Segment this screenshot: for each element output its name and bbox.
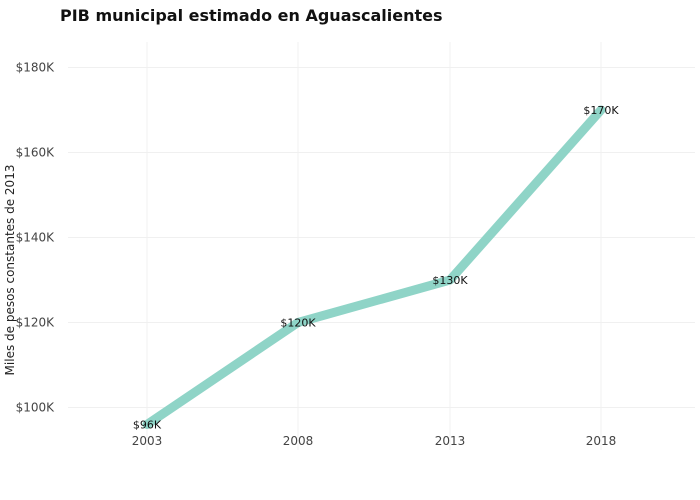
x-tick-label: 2013 xyxy=(435,434,466,448)
data-label: $120K xyxy=(280,317,316,330)
gridlines xyxy=(68,42,695,450)
data-labels: $96K $120K $130K $170K xyxy=(133,104,619,432)
chart-title: PIB municipal estimado en Aguascalientes xyxy=(60,6,443,25)
y-tick-label: $120K xyxy=(16,316,56,330)
data-label: $170K xyxy=(583,104,619,117)
x-tick-label: 2003 xyxy=(132,434,163,448)
x-tick-label: 2008 xyxy=(283,434,314,448)
y-tick-label: $140K xyxy=(16,231,56,245)
y-tick-label: $160K xyxy=(16,146,56,160)
y-tick-label: $100K xyxy=(16,401,56,415)
data-label: $96K xyxy=(133,419,162,432)
data-label: $130K xyxy=(432,274,468,287)
x-tick-label: 2018 xyxy=(586,434,617,448)
series-layer xyxy=(142,105,606,429)
y-tick-label: $180K xyxy=(16,61,56,75)
series-line xyxy=(142,105,606,429)
y-axis-label: Miles de pesos constantes de 2013 xyxy=(3,165,17,376)
axis-tick-labels: $100K $120K $140K $160K $180K 2003 2008 2013 201… xyxy=(16,61,617,449)
